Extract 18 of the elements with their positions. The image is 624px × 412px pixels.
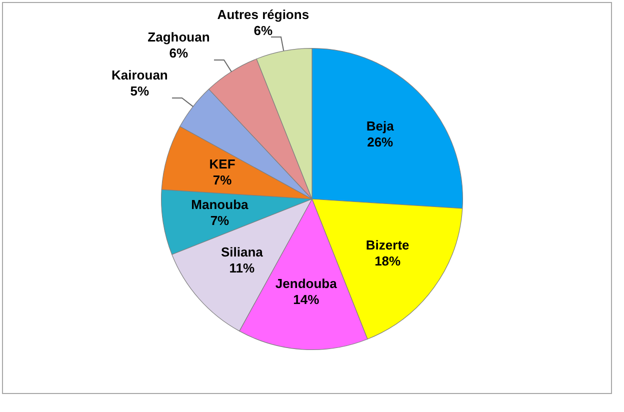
slice-label: Kairouan: [112, 68, 168, 83]
slice-label: Beja: [366, 118, 395, 134]
slice-label: Siliana: [220, 244, 264, 260]
data-label: 6%: [169, 46, 189, 61]
slice-label: Zaghouan: [148, 30, 210, 45]
data-label: 7%: [212, 172, 232, 188]
slice-label: Jendouba: [275, 276, 338, 291]
slice-label: KEF: [209, 156, 236, 172]
slice-label: Autres régions: [217, 6, 310, 22]
data-label: 14%: [293, 292, 320, 307]
slice-label: Manouba: [191, 197, 250, 212]
data-label: 11%: [229, 260, 255, 276]
data-label: 5%: [130, 84, 150, 99]
data-label: 26%: [367, 134, 394, 150]
data-label: 6%: [254, 22, 274, 38]
data-label: 7%: [210, 213, 230, 228]
data-label: 18%: [374, 253, 402, 268]
slice-label: Bizerte: [366, 237, 410, 252]
